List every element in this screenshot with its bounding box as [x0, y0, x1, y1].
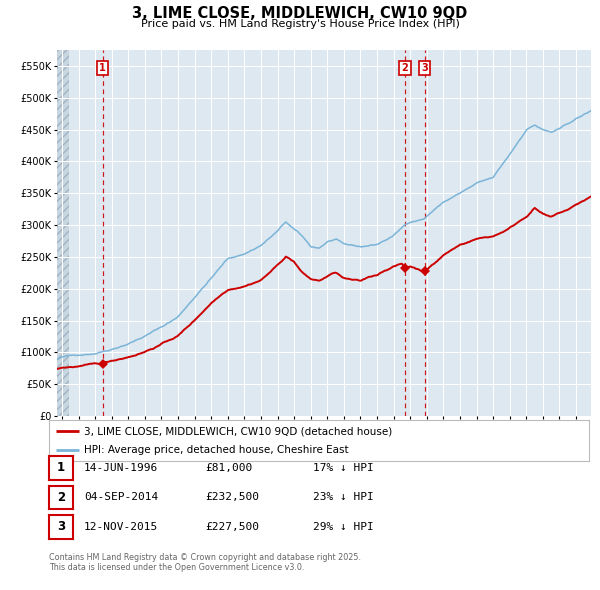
Text: Price paid vs. HM Land Registry's House Price Index (HPI): Price paid vs. HM Land Registry's House … [140, 19, 460, 29]
Text: 3, LIME CLOSE, MIDDLEWICH, CW10 9QD (detached house): 3, LIME CLOSE, MIDDLEWICH, CW10 9QD (det… [85, 426, 392, 436]
Text: £81,000: £81,000 [205, 463, 253, 473]
Text: 2: 2 [401, 63, 408, 73]
Text: 14-JUN-1996: 14-JUN-1996 [84, 463, 158, 473]
Text: 3, LIME CLOSE, MIDDLEWICH, CW10 9QD: 3, LIME CLOSE, MIDDLEWICH, CW10 9QD [133, 6, 467, 21]
Text: 3: 3 [421, 63, 428, 73]
Text: 04-SEP-2014: 04-SEP-2014 [84, 493, 158, 502]
Text: 17% ↓ HPI: 17% ↓ HPI [313, 463, 374, 473]
Text: £227,500: £227,500 [205, 522, 259, 532]
Text: 12-NOV-2015: 12-NOV-2015 [84, 522, 158, 532]
Text: 23% ↓ HPI: 23% ↓ HPI [313, 493, 374, 502]
Text: 29% ↓ HPI: 29% ↓ HPI [313, 522, 374, 532]
Text: 3: 3 [57, 520, 65, 533]
Text: 2: 2 [57, 491, 65, 504]
Text: Contains HM Land Registry data © Crown copyright and database right 2025.: Contains HM Land Registry data © Crown c… [49, 553, 361, 562]
Text: 1: 1 [99, 63, 106, 73]
Text: 1: 1 [57, 461, 65, 474]
Text: £232,500: £232,500 [205, 493, 259, 502]
Text: This data is licensed under the Open Government Licence v3.0.: This data is licensed under the Open Gov… [49, 563, 305, 572]
Text: HPI: Average price, detached house, Cheshire East: HPI: Average price, detached house, Ches… [85, 445, 349, 455]
